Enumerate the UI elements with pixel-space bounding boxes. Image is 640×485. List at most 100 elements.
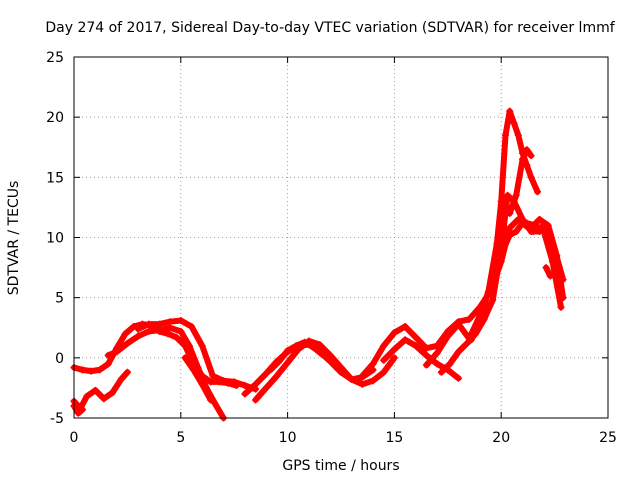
y-tick-label: 15	[46, 170, 64, 186]
data-point	[181, 354, 189, 362]
x-tick-label: 5	[176, 430, 185, 446]
data-point	[454, 320, 462, 328]
data-point	[252, 396, 260, 404]
data-point	[337, 363, 345, 371]
data-point	[444, 332, 452, 340]
data-point	[559, 294, 567, 302]
data-point	[489, 296, 497, 304]
series-2	[70, 368, 131, 412]
y-axis-label: SDTVAR / TECUs	[6, 181, 22, 296]
data-point	[190, 366, 198, 374]
series-9	[267, 338, 326, 374]
data-point	[536, 227, 544, 235]
data-point	[506, 107, 514, 115]
y-tick-label: 20	[46, 110, 64, 126]
data-point	[542, 264, 550, 272]
x-tick-label: 0	[70, 430, 79, 446]
data-point	[510, 119, 518, 127]
data-point	[96, 366, 104, 374]
data-point	[104, 360, 112, 368]
data-point	[437, 368, 445, 376]
data-point	[454, 374, 462, 382]
series-line	[71, 369, 131, 412]
data-point	[527, 224, 535, 232]
data-point	[220, 377, 228, 385]
data-point	[506, 209, 514, 217]
data-point	[401, 323, 409, 331]
data-point	[412, 333, 420, 341]
data-point	[401, 336, 409, 344]
data-point	[422, 351, 430, 359]
data-point	[292, 342, 300, 350]
data-point	[207, 378, 215, 386]
data-point	[422, 361, 430, 369]
data-point	[527, 152, 535, 160]
data-point	[87, 367, 95, 375]
data-point	[123, 339, 131, 347]
data-point	[104, 351, 112, 359]
data-point	[380, 368, 388, 376]
data-point	[74, 409, 82, 417]
data-point	[309, 343, 317, 351]
data-point	[446, 360, 454, 368]
x-tick-label: 15	[385, 430, 403, 446]
data-point	[358, 372, 366, 380]
axis-ticks: 0 5 10 15 20 25 -5 0 5 10 15 20 25	[46, 50, 617, 446]
data-point	[230, 378, 238, 386]
data-series-group	[70, 107, 567, 422]
data-point	[198, 380, 206, 388]
data-point	[546, 272, 554, 280]
data-point	[433, 349, 441, 357]
y-tick-label: 25	[46, 50, 64, 66]
data-point	[241, 382, 249, 390]
series-16	[527, 215, 567, 302]
data-point	[108, 389, 116, 397]
data-point	[527, 173, 535, 181]
data-point	[484, 288, 492, 296]
series-13	[437, 191, 544, 376]
data-point	[476, 318, 484, 326]
data-point	[497, 197, 505, 205]
data-point	[369, 377, 377, 385]
data-point	[390, 329, 398, 337]
data-point	[187, 323, 195, 331]
data-point	[155, 320, 163, 328]
data-point	[166, 324, 174, 332]
data-point	[164, 330, 172, 338]
series-6	[181, 354, 215, 404]
data-point	[506, 224, 514, 232]
data-point	[134, 332, 142, 340]
data-point	[134, 325, 142, 333]
data-point	[380, 356, 388, 364]
data-point	[501, 131, 509, 139]
data-point	[209, 372, 217, 380]
data-point	[390, 345, 398, 353]
series-8	[252, 337, 398, 404]
data-point	[211, 400, 219, 408]
data-point	[252, 380, 260, 388]
data-point	[348, 375, 356, 383]
data-point	[390, 354, 398, 362]
x-tick-label: 20	[492, 430, 510, 446]
data-point	[155, 326, 163, 334]
data-point	[145, 320, 153, 328]
data-point	[493, 240, 501, 248]
series-15	[506, 146, 535, 217]
data-point	[262, 369, 270, 377]
y-tick-label: -5	[50, 411, 64, 427]
data-point	[275, 357, 283, 365]
series-line	[182, 354, 214, 403]
data-point	[412, 342, 420, 350]
data-point	[519, 155, 527, 163]
series-17	[542, 264, 554, 280]
data-point	[380, 342, 388, 350]
data-point	[123, 368, 131, 376]
data-point	[100, 395, 108, 403]
data-point	[467, 336, 475, 344]
data-point	[514, 131, 522, 139]
data-point	[207, 396, 215, 404]
data-point	[194, 363, 202, 371]
data-point	[79, 406, 87, 414]
data-point	[369, 360, 377, 368]
data-point	[198, 342, 206, 350]
